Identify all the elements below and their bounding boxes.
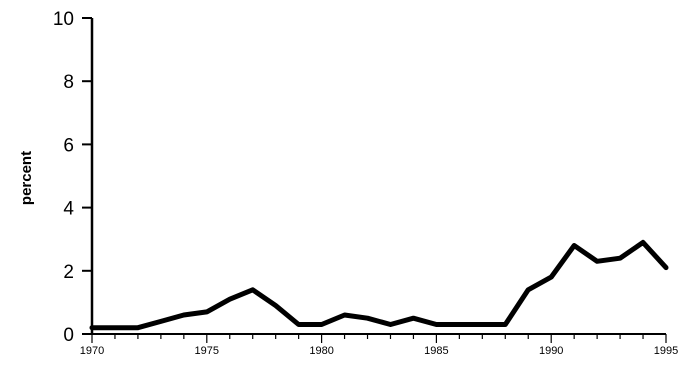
x-tick-label: 1970 — [80, 345, 104, 357]
y-tick-label: 8 — [63, 72, 74, 93]
series-layer — [89, 239, 669, 331]
series-line-0 — [89, 239, 669, 331]
y-tick-label: 2 — [63, 262, 74, 283]
x-tick-label: 1995 — [654, 345, 678, 357]
y-tick-label: 6 — [63, 135, 74, 156]
x-tick-label: 1990 — [539, 345, 563, 357]
y-axis: 0 2 4 6 8 10 — [53, 9, 94, 346]
x-axis: 1970 1975 1980 1985 1990 1995 — [80, 333, 678, 357]
x-tick-label: 1980 — [309, 345, 333, 357]
x-tick-label: 1975 — [195, 345, 219, 357]
y-axis-title: percent — [18, 151, 35, 205]
y-tick-label: 4 — [63, 199, 74, 220]
x-tick-label: 1985 — [424, 345, 448, 357]
y-tick-label: 0 — [63, 325, 74, 346]
y-tick-label: 10 — [53, 9, 74, 30]
